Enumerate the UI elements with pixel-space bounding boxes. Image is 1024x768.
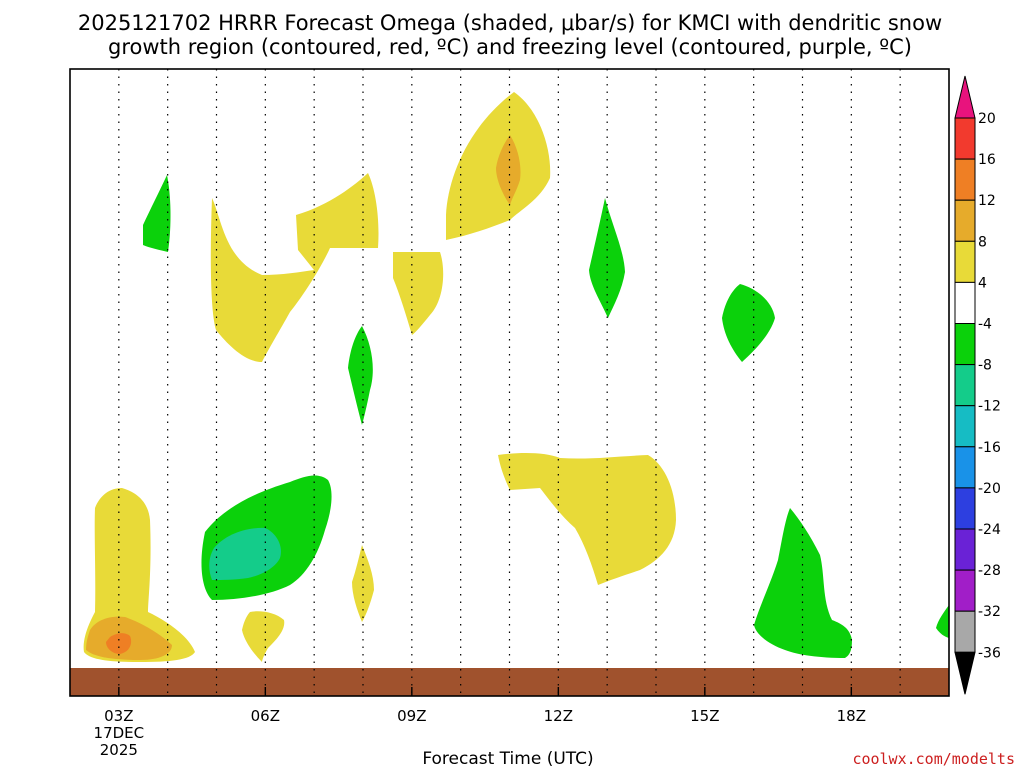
chart-title-line2: growth region (contoured, red, ºC) and f…	[108, 35, 912, 59]
colorbar-label: 4	[978, 275, 987, 291]
colorbar-top-arrow	[954, 75, 976, 119]
colorbar-label: -24	[978, 522, 1001, 538]
omega-region	[242, 611, 285, 662]
x-tick-label: 06Z	[251, 707, 280, 725]
x-tick-label: 03Z	[104, 707, 133, 725]
omega-region	[143, 175, 171, 252]
colorbar-label: -28	[978, 563, 1001, 579]
omega-region	[722, 284, 775, 362]
colorbar-label: -36	[978, 645, 1001, 661]
colorbar-band	[954, 158, 976, 201]
colorbar-band	[954, 240, 976, 283]
ground-surface	[70, 668, 949, 696]
omega-region	[106, 633, 132, 654]
colorbar-label: -8	[978, 358, 992, 374]
x-year-label: 2025	[100, 741, 138, 759]
x-tick-label: 12Z	[544, 707, 573, 725]
colorbar-band	[954, 446, 976, 489]
colorbar-band	[954, 610, 976, 653]
colorbar-band	[954, 569, 976, 612]
colorbar-band	[954, 528, 976, 571]
colorbar-band	[954, 281, 976, 324]
x-tick-label: 09Z	[397, 707, 426, 725]
colorbar-band	[954, 117, 976, 160]
colorbar-label: 20	[978, 111, 996, 127]
omega-shading	[83, 92, 949, 662]
colorbar-label: -20	[978, 481, 1001, 497]
colorbar-label: 16	[978, 152, 996, 168]
colorbar-label: -16	[978, 440, 1001, 456]
plot-area: -18-18-12-12000	[70, 69, 949, 696]
colorbar-band	[954, 405, 976, 448]
x-tick-label: 15Z	[690, 707, 719, 725]
colorbar-bottom-arrow	[954, 651, 976, 695]
x-tick-label: 18Z	[837, 707, 866, 725]
colorbar: 20 16 12 8 4 -4 -8 -12 -16 -20 -24 -28 -32 -36	[954, 75, 1001, 695]
colorbar-label: 12	[978, 193, 996, 209]
omega-region	[209, 527, 281, 580]
omega-region	[352, 545, 374, 622]
omega-region	[393, 252, 444, 335]
colorbar-band	[954, 487, 976, 530]
plot-border	[69, 68, 950, 697]
credit-text: coolwx.com/modelts	[852, 750, 1015, 768]
colorbar-label: -32	[978, 604, 1001, 620]
omega-region	[210, 173, 379, 362]
axis-ticks	[118, 687, 853, 696]
colorbar-band	[954, 364, 976, 407]
colorbar-band	[954, 199, 976, 242]
omega-region	[936, 605, 949, 638]
colorbar-label: -12	[978, 399, 1001, 415]
x-date-label: 17DEC	[94, 724, 145, 742]
colorbar-label: -4	[978, 317, 992, 333]
omega-region	[754, 508, 852, 658]
chart-title-line1: 2025121702 HRRR Forecast Omega (shaded, …	[78, 11, 942, 35]
omega-region	[498, 453, 676, 585]
colorbar-band	[954, 323, 976, 366]
colorbar-label: 8	[978, 234, 987, 250]
omega-region	[348, 326, 373, 425]
x-axis-label: Forecast Time (UTC)	[422, 749, 593, 768]
omega-region	[496, 135, 521, 205]
